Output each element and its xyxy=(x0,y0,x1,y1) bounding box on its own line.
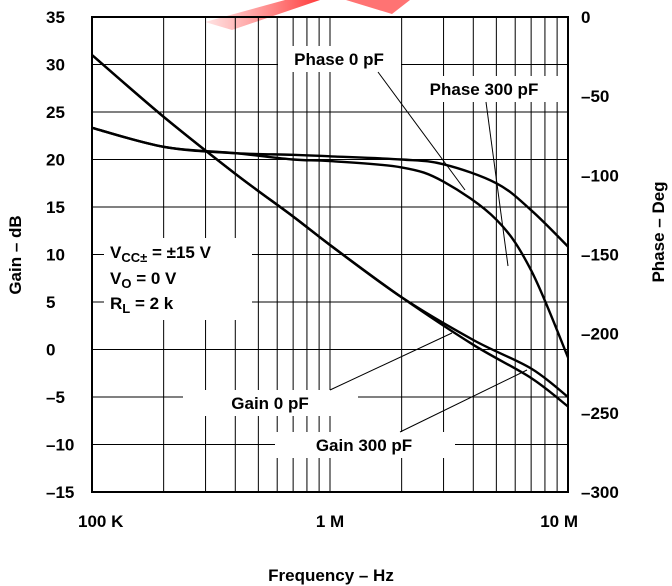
gain300-label: Gain 300 pF xyxy=(316,436,412,455)
y-tick-left: 5 xyxy=(46,293,55,312)
y-tick-left: 30 xyxy=(46,56,65,75)
condition-rl: RL = 2 k xyxy=(110,294,174,316)
phase300-leader xyxy=(485,101,509,267)
phase300-label: Phase 300 pF xyxy=(430,80,539,99)
y-tick-right: –150 xyxy=(581,246,619,265)
series-gain-300-pf xyxy=(91,54,569,408)
y-tick-left: 10 xyxy=(46,246,65,265)
y-tick-left: 0 xyxy=(46,341,55,360)
condition-vo: VO = 0 V xyxy=(110,269,177,291)
y-tick-right: –100 xyxy=(581,166,619,185)
y-tick-left: 15 xyxy=(46,198,65,217)
phase0-label-bg xyxy=(278,46,401,72)
x-tick: 100 K xyxy=(78,512,124,531)
phase300-label-bg xyxy=(410,76,558,102)
gain0-label-bg xyxy=(183,390,358,416)
watermark-graphic xyxy=(205,0,320,30)
y-tick-left: –15 xyxy=(46,483,74,502)
y-axis-right-label: Phase – Deg xyxy=(649,181,668,282)
gain300-label-bg xyxy=(275,432,455,458)
phase0-label: Phase 0 pF xyxy=(294,50,384,69)
series-phase-300-pf xyxy=(91,126,570,358)
y-axis-left-label: Gain – dB xyxy=(6,215,25,294)
y-tick-right: –200 xyxy=(581,325,619,344)
y-tick-right: –50 xyxy=(581,87,609,106)
y-tick-left: 25 xyxy=(46,103,65,122)
condition-vcc: VCC± = ±15 V xyxy=(110,243,212,265)
y-tick-right: –250 xyxy=(581,404,619,423)
gain0-label: Gain 0 pF xyxy=(231,394,308,413)
y-tick-right: 0 xyxy=(581,8,590,27)
y-tick-left: 35 xyxy=(46,8,65,27)
phase0-leader xyxy=(377,71,466,191)
watermark-graphic-2 xyxy=(346,0,410,14)
x-tick: 1 M xyxy=(316,512,344,531)
plot-frame xyxy=(91,16,569,493)
x-axis-label: Frequency – Hz xyxy=(268,566,394,585)
y-tick-left: –5 xyxy=(46,388,65,407)
y-tick-left: –10 xyxy=(46,436,74,455)
x-tick: 10 M xyxy=(540,512,578,531)
conditions-bg xyxy=(104,238,252,320)
tick-labels: 35302520151050–5–10–150–50–100–150–200–2… xyxy=(46,8,619,531)
curves xyxy=(91,54,570,408)
gain0-leader xyxy=(329,332,453,391)
gain300-leader xyxy=(399,369,528,433)
y-tick-right: –300 xyxy=(581,483,619,502)
y-tick-left: 20 xyxy=(46,151,65,170)
